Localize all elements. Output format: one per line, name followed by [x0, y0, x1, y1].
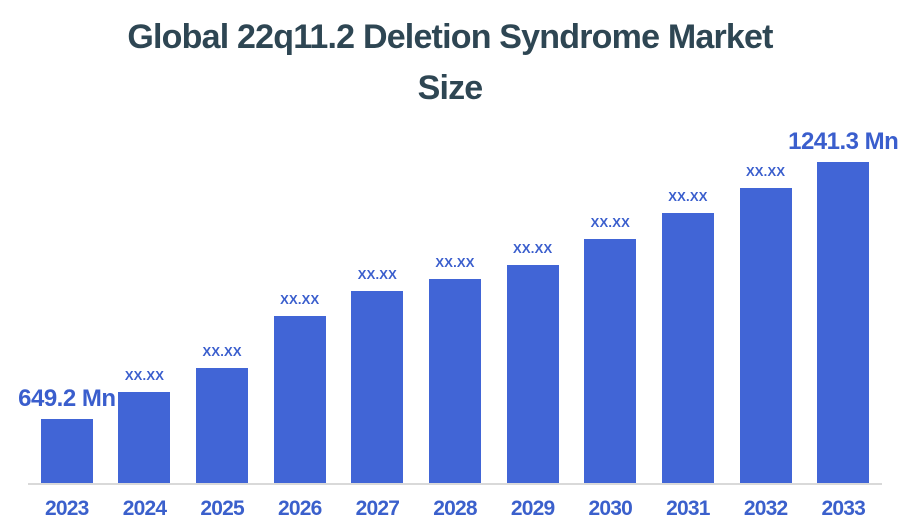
value-label-2031: XX.XX — [668, 189, 708, 204]
year-label-2023: 2023 — [45, 497, 89, 520]
chart-title-line-2: Size — [417, 69, 484, 107]
bar-2025 — [196, 368, 249, 483]
bar-2027 — [351, 291, 404, 483]
plot-area: 649.2 Mn XX.XX XX.XX XX.XX XX.XX XX.XX XX.XX XX… — [18, 100, 899, 483]
bar-2026 — [273, 316, 326, 483]
value-label-2027: XX.XX — [357, 267, 398, 282]
bar-slot-2027: XX.XX — [339, 100, 417, 483]
chart-title: Global 22q11.2 Deletion Syndrome Market … — [0, 12, 900, 114]
x-axis-labels: 2023 2024 2025 2026 2027 2028 2029 2030 2031 2032… — [28, 497, 882, 521]
bar-2030 — [584, 239, 637, 483]
bar-slot-2028: XX.XX — [416, 100, 494, 483]
bar-slot-2030: XX.XX — [571, 100, 649, 483]
bar-slot-2032: XX.XX — [727, 100, 805, 483]
year-label-2032: 2032 — [743, 497, 788, 520]
bar-2024 — [118, 392, 171, 483]
value-label-2026: XX.XX — [280, 292, 320, 307]
value-label-2033: 1241.3 Mn — [788, 128, 899, 155]
chart-title-line-1: Global 22q11.2 Deletion Syndrome Market — [127, 18, 773, 56]
bar-slot-2023: 649.2 Mn — [18, 100, 116, 483]
x-axis-line — [28, 483, 882, 485]
bar-slot-2025: XX.XX — [183, 100, 261, 483]
bar-2032 — [739, 188, 792, 483]
year-label-2033: 2033 — [821, 497, 865, 520]
bar-slot-2024: XX.XX — [106, 100, 184, 483]
year-label-2025: 2025 — [200, 497, 244, 520]
year-label-2026: 2026 — [277, 497, 322, 520]
bar-2029 — [506, 265, 559, 483]
value-label-2024: XX.XX — [124, 368, 165, 383]
year-label-2031: 2031 — [666, 497, 710, 520]
value-label-2025: XX.XX — [202, 344, 242, 359]
year-label-2029: 2029 — [510, 497, 555, 520]
bar-slot-2033: 1241.3 Mn — [788, 100, 899, 483]
value-label-2032: XX.XX — [745, 164, 786, 179]
year-label-2027: 2027 — [355, 497, 400, 520]
value-label-2030: XX.XX — [590, 215, 630, 230]
value-label-2029: XX.XX — [513, 241, 553, 256]
bar-slot-2026: XX.XX — [261, 100, 339, 483]
bar-2028 — [429, 279, 482, 483]
year-label-2028: 2028 — [433, 497, 477, 520]
year-label-2030: 2030 — [588, 497, 633, 520]
year-label-2024: 2024 — [122, 497, 167, 520]
bar-2023 — [40, 419, 93, 483]
bar-slot-2031: XX.XX — [649, 100, 727, 483]
bar-2033 — [817, 162, 870, 483]
value-label-2023: 649.2 Mn — [18, 385, 116, 412]
value-label-2028: XX.XX — [435, 255, 475, 270]
bar-slot-2029: XX.XX — [494, 100, 572, 483]
bar-2031 — [661, 213, 714, 483]
